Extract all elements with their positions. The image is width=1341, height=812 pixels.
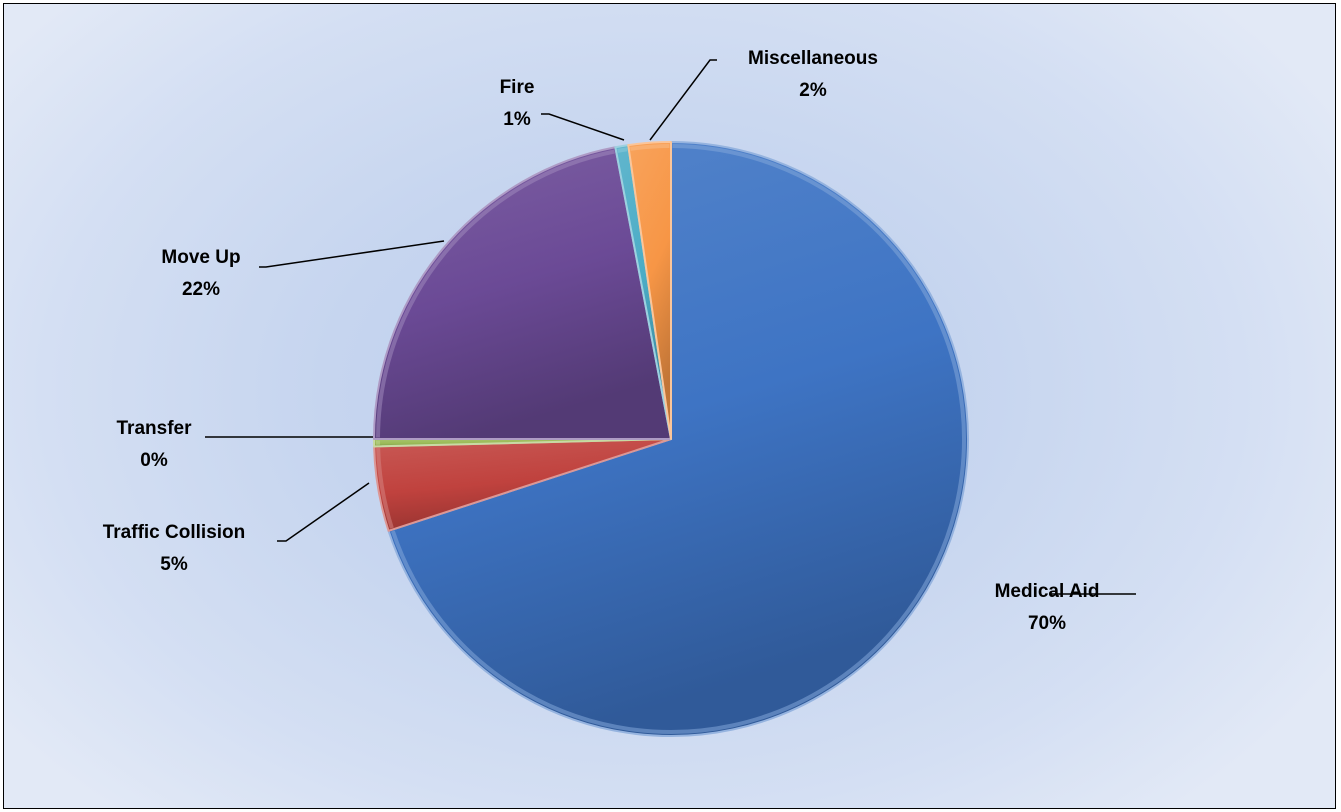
pie-chart: Medical Aid 70% Traffic Collision 5% Transfe…	[103, 48, 1136, 737]
pie-slices	[372, 141, 969, 737]
pie-slice-bevel-move-up	[376, 149, 615, 438]
data-label-medical-aid: Medical Aid 70%	[995, 581, 1100, 634]
pie-slice-bevel-miscellaneous	[630, 144, 670, 151]
pie-slice-bevel-medical-aid	[390, 144, 966, 734]
pie-slice-bevel-fire	[617, 147, 628, 153]
data-label-percent: 2%	[799, 80, 827, 101]
pie-slice-move-up	[373, 146, 672, 440]
leader-line-traffic-collision	[277, 482, 370, 542]
data-label-percent: 0%	[140, 450, 168, 471]
data-label-category: Move Up	[161, 247, 240, 268]
data-label-category: Fire	[500, 77, 535, 98]
data-label-transfer: Transfer 0%	[117, 418, 193, 471]
data-label-miscellaneous: Miscellaneous 2%	[748, 48, 878, 101]
leader-line-move-up	[259, 240, 445, 268]
data-label-category: Transfer	[117, 418, 193, 439]
data-label-fire: Fire 1%	[500, 77, 535, 130]
leader-line-miscellaneous	[649, 59, 717, 141]
leader-line-fire	[541, 113, 625, 141]
data-label-percent: 70%	[1028, 613, 1066, 634]
data-label-move-up: Move Up 22%	[161, 247, 240, 300]
data-label-category: Miscellaneous	[748, 48, 878, 69]
chart-area: Medical Aid 70% Traffic Collision 5% Transfe…	[3, 3, 1336, 809]
data-labels: Medical Aid 70% Traffic Collision 5% Transfe…	[103, 48, 1100, 634]
leader-lines	[205, 59, 1136, 595]
data-label-category: Traffic Collision	[103, 522, 246, 543]
data-label-percent: 5%	[160, 554, 188, 575]
data-label-traffic-collision: Traffic Collision 5%	[103, 522, 246, 575]
data-label-percent: 22%	[182, 279, 220, 300]
pie-slice-bevel-traffic-collision	[376, 447, 394, 529]
pie-slice-medical-aid	[387, 141, 969, 737]
pie-slice-miscellaneous	[627, 141, 672, 440]
data-label-percent: 1%	[503, 109, 531, 130]
data-label-category: Medical Aid	[995, 581, 1100, 602]
